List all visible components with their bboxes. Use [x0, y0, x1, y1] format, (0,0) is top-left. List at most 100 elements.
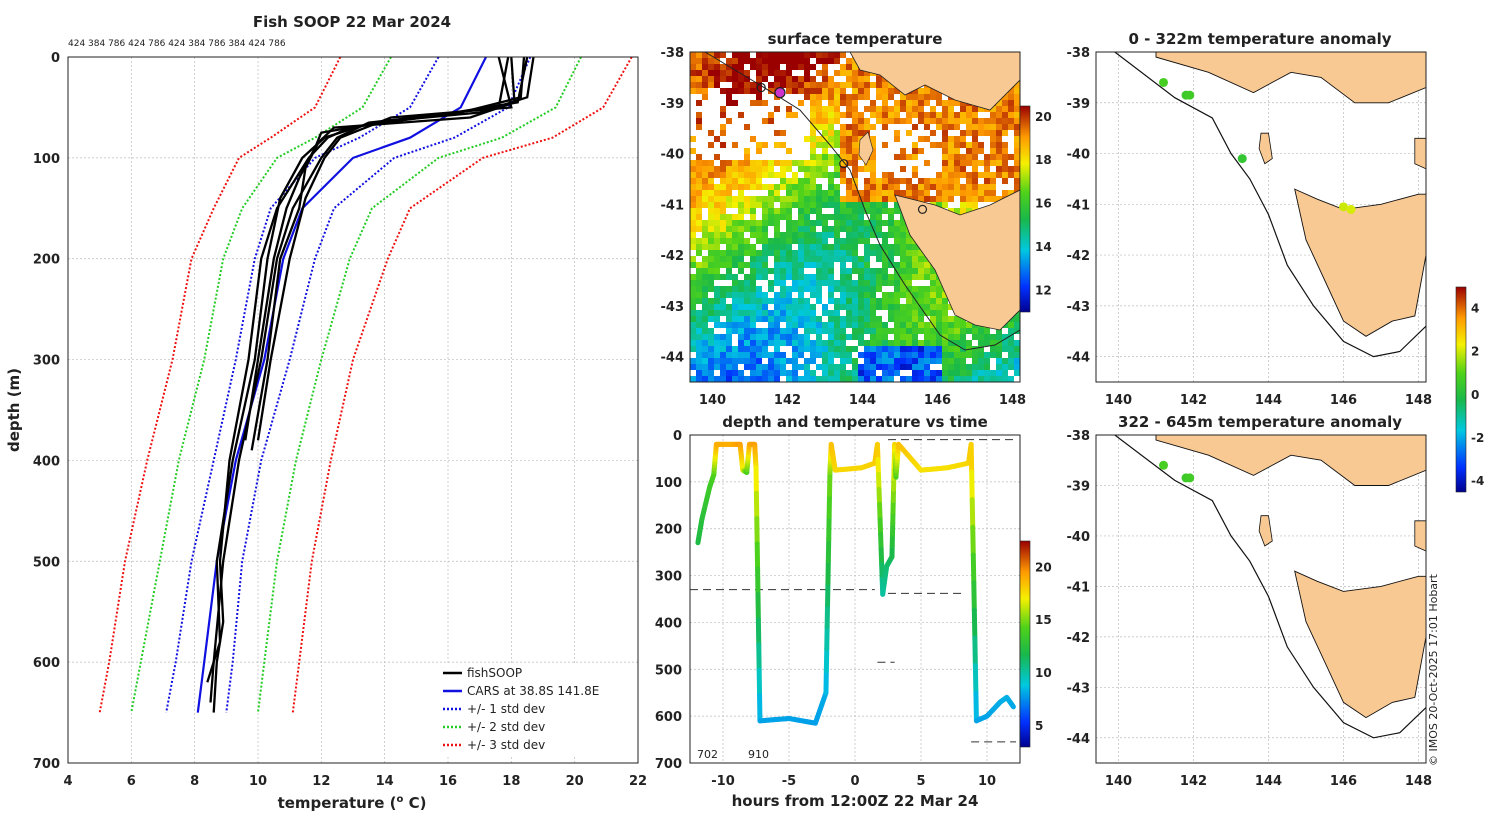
sst-cell: [810, 280, 816, 286]
sst-cell: [912, 262, 918, 268]
sst-cell: [858, 262, 864, 268]
sst-cell: [732, 238, 738, 244]
sst-cell: [714, 214, 720, 220]
sst-cell: [900, 268, 906, 274]
ts-trace-segment: [969, 497, 976, 530]
sst-cell: [966, 376, 972, 382]
sst-cell: [852, 64, 858, 70]
sst-cell: [738, 190, 744, 196]
sst-cell: [852, 118, 858, 124]
anomaly-upper-points: [1159, 77, 1356, 214]
sst-cell: [966, 184, 972, 190]
sst-cell: [810, 358, 816, 364]
sst-cell: [1002, 118, 1008, 124]
sst-cell: [1014, 154, 1020, 160]
sst-cell: [882, 190, 888, 196]
sst-cell: [1008, 328, 1014, 334]
sst-cell: [852, 130, 858, 136]
sst-cell: [906, 376, 912, 382]
sst-cell: [780, 352, 786, 358]
sst-cell: [816, 142, 822, 148]
sst-cell: [840, 100, 846, 106]
sst-cell: [822, 196, 828, 202]
sst-cell: [888, 304, 894, 310]
land-king-island: [1258, 132, 1273, 165]
sst-cell: [774, 334, 780, 340]
sst-cell: [822, 364, 828, 370]
sst-cell: [798, 310, 804, 316]
sst-cell: [810, 160, 816, 166]
sst-cell: [690, 184, 696, 190]
sst-x-ticks: 140 142 144 146 148: [699, 393, 1026, 408]
sst-cell: [948, 190, 954, 196]
sst-cell: [876, 208, 882, 214]
sst-cell: [870, 172, 876, 178]
map-y-tick: -38: [1067, 429, 1091, 444]
sst-cell: [762, 304, 768, 310]
sst-cell: [984, 130, 990, 136]
anomaly-colorbar-tick: 4: [1471, 302, 1479, 316]
sst-cell: [876, 76, 882, 82]
sst-cell: [876, 106, 882, 112]
sst-cell: [738, 58, 744, 64]
sst-cell: [774, 82, 780, 88]
sst-cell: [960, 136, 966, 142]
sst-cell: [792, 376, 798, 382]
sst-cell: [720, 298, 726, 304]
sst-cell: [720, 184, 726, 190]
sst-cell: [864, 370, 870, 376]
sst-cell: [846, 250, 852, 256]
sst-cell: [786, 82, 792, 88]
anomaly-point: [1237, 154, 1247, 164]
sst-cell: [900, 346, 906, 352]
sst-cell: [930, 310, 936, 316]
sst-cell: [690, 178, 696, 184]
sst-cell: [714, 304, 720, 310]
sst-cell: [918, 100, 924, 106]
sst-cell: [732, 292, 738, 298]
sst-cell: [840, 148, 846, 154]
sst-cell: [792, 88, 798, 94]
sst-cell: [876, 286, 882, 292]
sst-cell: [966, 160, 972, 166]
sst-cell: [726, 94, 732, 100]
sst-cell: [828, 286, 834, 292]
sst-cell: [810, 118, 816, 124]
sst-cell: [882, 304, 888, 310]
sst-cell: [924, 184, 930, 190]
sst-cell: [942, 148, 948, 154]
sst-cell: [858, 112, 864, 118]
sst-cell: [948, 352, 954, 358]
map-x-tick: 142: [1180, 393, 1207, 408]
sst-cell: [738, 280, 744, 286]
sst-cell: [936, 190, 942, 196]
sst-cell: [846, 280, 852, 286]
sst-cell: [960, 100, 966, 106]
sst-cell: [870, 106, 876, 112]
sst-cell: [936, 292, 942, 298]
sst-cell: [762, 52, 768, 58]
sst-cell: [816, 220, 822, 226]
sst-cell: [828, 232, 834, 238]
sst-cell: [708, 286, 714, 292]
sst-cell: [996, 118, 1002, 124]
sst-cell: [1002, 112, 1008, 118]
ts-y-tick: 300: [655, 570, 682, 585]
sst-cell: [696, 178, 702, 184]
sst-cell: [846, 334, 852, 340]
sst-cell: [720, 334, 726, 340]
sst-cell: [834, 172, 840, 178]
sst-cell: [708, 226, 714, 232]
sst-cell: [756, 316, 762, 322]
sst-cell: [750, 184, 756, 190]
sst-cell: [690, 238, 696, 244]
sst-cell: [744, 148, 750, 154]
sst-cell: [840, 334, 846, 340]
map-x-tick: 148: [1405, 393, 1432, 408]
sst-cell: [690, 88, 696, 94]
sst-cell: [720, 322, 726, 328]
sst-cell: [840, 220, 846, 226]
anomaly-upper-y-ticks: -38-39-40-41-42-43-44: [1067, 46, 1091, 366]
sst-cell: [1014, 370, 1020, 376]
